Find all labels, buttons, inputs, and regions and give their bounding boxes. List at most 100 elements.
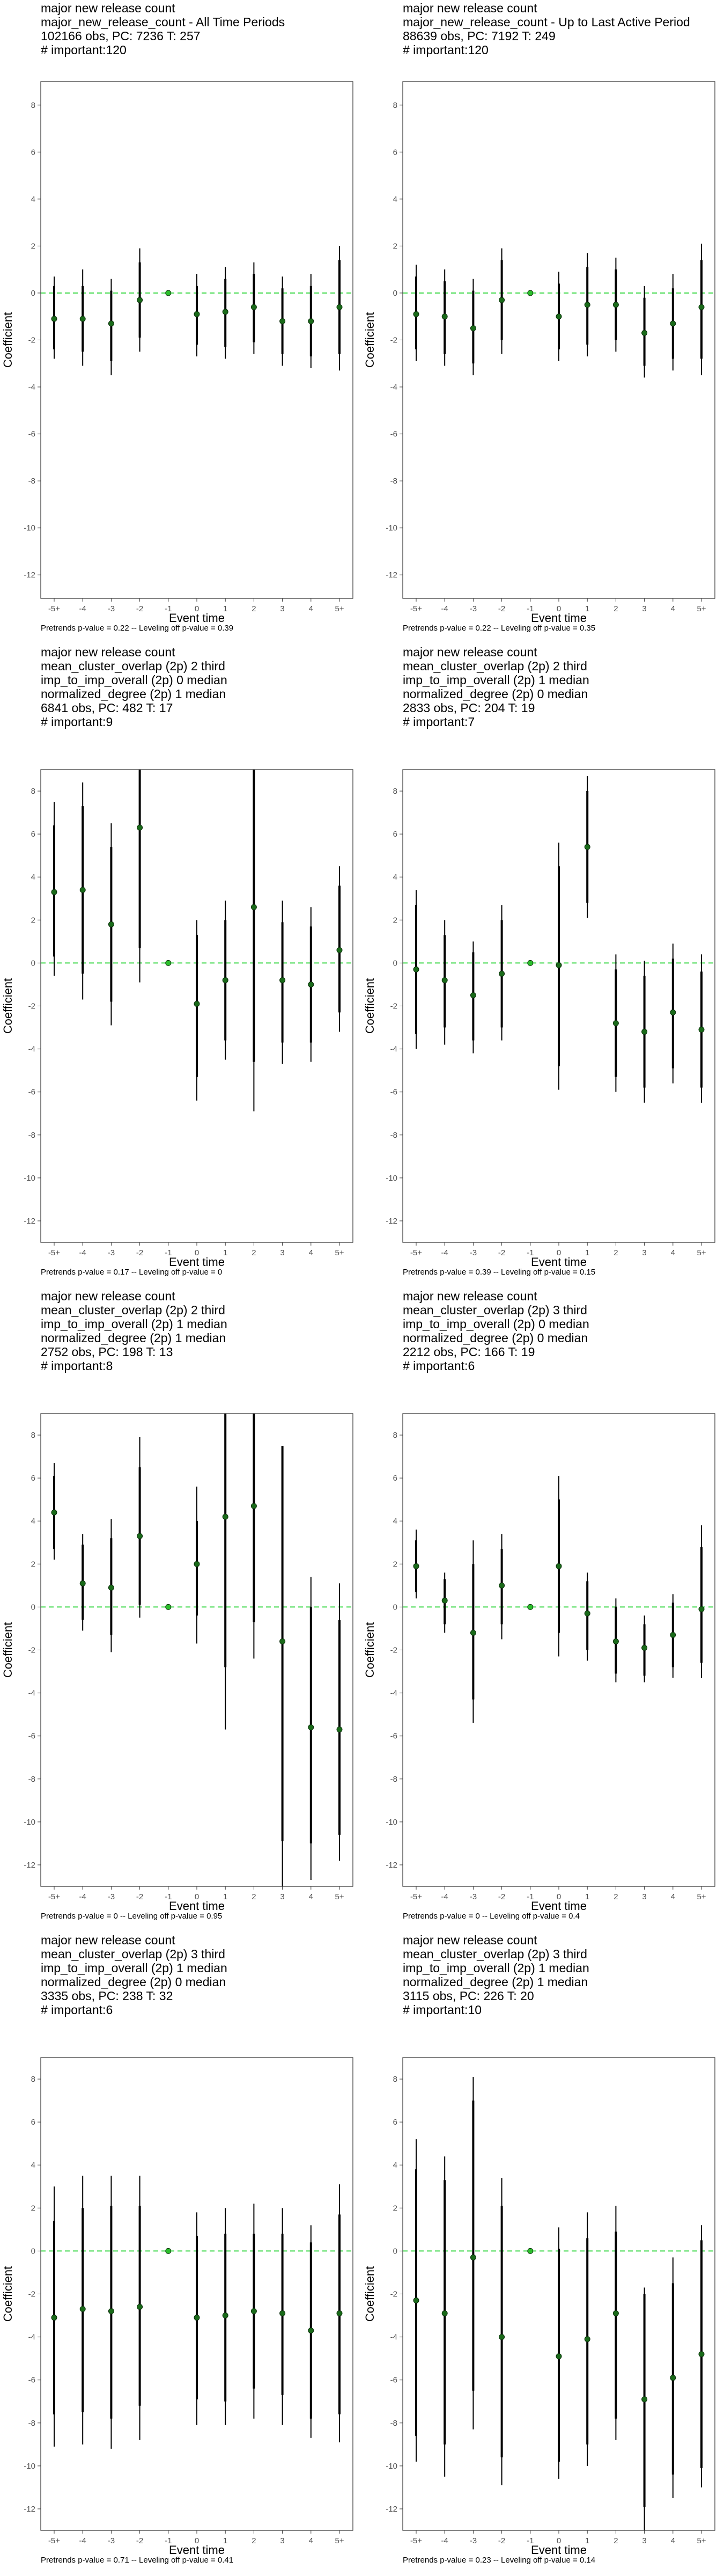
point-estimate xyxy=(51,2315,57,2321)
chart-title-line: # important:120 xyxy=(41,43,127,57)
y-tick-label: 2 xyxy=(393,241,397,251)
point-estimate xyxy=(222,309,228,315)
x-tick-label: 5+ xyxy=(697,2536,706,2545)
y-tick-label: -6 xyxy=(28,1088,35,1097)
x-tick-label: 0 xyxy=(195,1892,199,1901)
pvalue-footer: Pretrends p-value = 0 -- Leveling off p-… xyxy=(41,1912,223,1921)
x-tick-label: 1 xyxy=(585,604,589,613)
chart-title: major new release count mean_cluster_over… xyxy=(41,1289,227,1373)
chart-panel: major new release count major_new_release… xyxy=(0,0,354,639)
chart-title-line: major_new_release_count - Up to Last Act… xyxy=(403,15,690,29)
y-tick-label: 4 xyxy=(31,873,35,882)
y-tick-label: 4 xyxy=(393,873,397,882)
chart-title-line: # important:6 xyxy=(41,2003,113,2017)
x-tick-label: 4 xyxy=(309,604,313,613)
point-estimate xyxy=(336,947,343,953)
y-tick-label: 0 xyxy=(31,2246,35,2256)
x-tick-label: 1 xyxy=(585,2536,589,2545)
chart-title-line: normalized_degree (2p) 0 median xyxy=(403,687,588,701)
chart-title-line: imp_to_imp_overall (2p) 0 median xyxy=(41,673,227,687)
chart-title: major new release count mean_cluster_over… xyxy=(403,645,589,729)
y-axis-title: Coefficient xyxy=(1,978,14,1034)
chart-title-line: normalized_degree (2p) 1 median xyxy=(41,1331,226,1345)
y-tick-label: -12 xyxy=(386,2505,397,2514)
point-estimate xyxy=(250,2308,257,2315)
point-estimate xyxy=(441,1597,448,1604)
point-estimate xyxy=(165,290,172,296)
data-series xyxy=(51,1414,343,1886)
x-tick-label: 0 xyxy=(557,604,561,613)
y-tick-label: -8 xyxy=(390,1775,397,1784)
y-tick-label: 6 xyxy=(393,830,397,839)
x-tick-label: 4 xyxy=(671,1248,675,1257)
y-tick-label: 6 xyxy=(393,148,397,157)
x-tick-label: -4 xyxy=(441,1892,448,1901)
x-tick-label: 5+ xyxy=(697,1248,706,1257)
y-axis-title: Coefficient xyxy=(363,1622,376,1678)
chart-title-line: # important:9 xyxy=(41,715,113,729)
point-estimate xyxy=(527,960,534,966)
y-tick-label: 6 xyxy=(31,2118,35,2127)
y-tick-label: -2 xyxy=(390,336,397,345)
x-tick-label: 0 xyxy=(557,1892,561,1901)
chart-title-line: 6841 obs, PC: 482 T: 17 xyxy=(41,701,173,715)
chart-panel: major new release count mean_cluster_over… xyxy=(0,1932,354,2571)
point-estimate xyxy=(556,1563,562,1569)
point-estimate xyxy=(79,887,86,893)
point-estimate xyxy=(79,1580,86,1586)
x-tick-label: -2 xyxy=(136,604,143,613)
y-tick-label: 2 xyxy=(31,2204,35,2213)
pvalue-footer: Pretrends p-value = 0.23 -- Leveling off… xyxy=(403,2556,596,2565)
point-estimate xyxy=(612,1020,619,1027)
pvalue-footer: Pretrends p-value = 0.22 -- Leveling off… xyxy=(403,624,596,633)
x-tick-label: -3 xyxy=(470,2536,477,2545)
x-axis-title: Event time xyxy=(531,1255,587,1269)
y-tick-label: -10 xyxy=(24,1818,35,1827)
chart-title-line: major new release count xyxy=(41,645,175,659)
point-estimate xyxy=(499,1582,505,1589)
point-estimate xyxy=(612,2310,619,2317)
x-tick-label: 0 xyxy=(557,1248,561,1257)
point-estimate xyxy=(222,1513,228,1520)
x-tick-label: 0 xyxy=(557,2536,561,2545)
y-tick-label: -8 xyxy=(28,1775,35,1784)
y-tick-label: -2 xyxy=(28,1002,35,1011)
point-estimate xyxy=(441,2310,448,2317)
point-estimate xyxy=(51,889,57,895)
x-tick-label: -1 xyxy=(165,1248,172,1257)
y-tick-label: 4 xyxy=(31,2161,35,2170)
chart-title-line: 2833 obs, PC: 204 T: 19 xyxy=(403,701,535,715)
chart-title-line: # important:120 xyxy=(403,43,489,57)
chart-title: major new release count mean_cluster_over… xyxy=(41,645,227,729)
point-estimate xyxy=(336,2310,343,2317)
point-estimate xyxy=(165,2248,172,2254)
point-estimate xyxy=(137,824,143,831)
y-tick-label: -6 xyxy=(28,430,35,439)
y-tick-label: 8 xyxy=(31,101,35,110)
chart-title-line: imp_to_imp_overall (2p) 1 median xyxy=(403,1961,589,1975)
point-estimate xyxy=(279,977,286,983)
y-tick-label: -2 xyxy=(28,336,35,345)
y-tick-label: 0 xyxy=(31,1602,35,1612)
y-tick-label: -2 xyxy=(390,2290,397,2299)
chart-panel: major new release count mean_cluster_over… xyxy=(0,1288,354,1927)
y-tick-label: -10 xyxy=(386,1818,397,1827)
point-estimate xyxy=(670,2375,676,2381)
x-tick-label: 2 xyxy=(614,1892,618,1901)
chart-title-line: normalized_degree (2p) 1 median xyxy=(41,687,226,701)
x-tick-label: 3 xyxy=(280,604,284,613)
chart-title-line: 3335 obs, PC: 238 T: 32 xyxy=(41,1989,173,2003)
point-estimate xyxy=(222,2312,228,2319)
chart-title-line: mean_cluster_overlap (2p) 3 third xyxy=(403,1947,587,1961)
y-tick-label: 6 xyxy=(31,830,35,839)
chart-panel: major new release count major_new_release… xyxy=(362,0,716,639)
x-tick-label: 2 xyxy=(252,604,256,613)
pvalue-footer: Pretrends p-value = 0 -- Leveling off p-… xyxy=(403,1912,580,1921)
y-tick-label: -4 xyxy=(28,2333,35,2342)
point-estimate xyxy=(470,2254,476,2260)
point-estimate xyxy=(641,1029,648,1035)
x-tick-label: -2 xyxy=(498,1892,505,1901)
x-tick-label: 2 xyxy=(614,1248,618,1257)
chart-title-line: mean_cluster_overlap (2p) 2 third xyxy=(41,1303,225,1317)
